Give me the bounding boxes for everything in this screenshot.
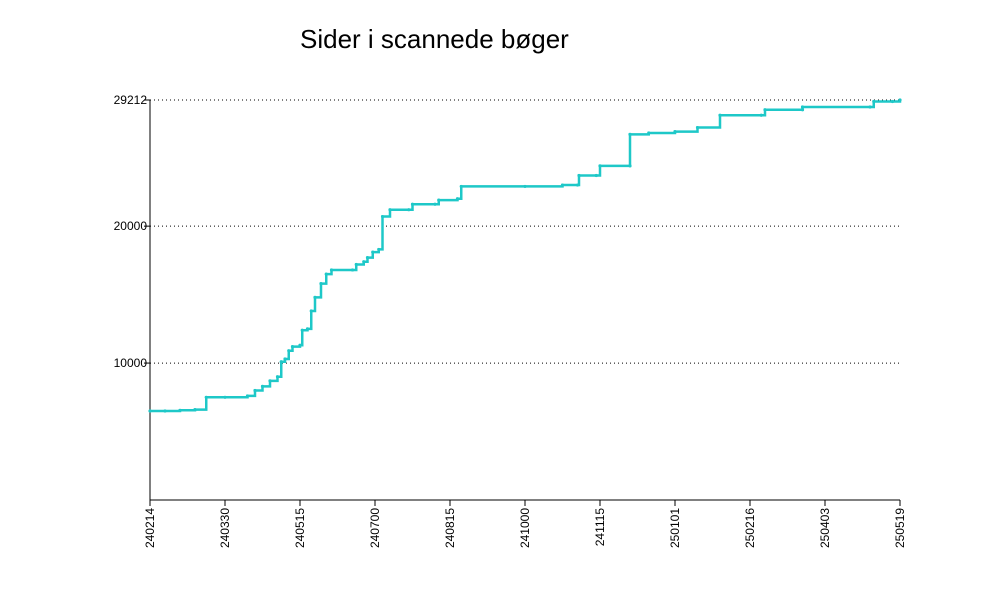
series-path xyxy=(150,100,902,413)
data-point xyxy=(800,108,805,112)
data-point xyxy=(647,131,651,135)
y-tick-labels: 10000 20000 29212 xyxy=(114,93,148,370)
data-point xyxy=(560,183,565,187)
y-tick-label: 10000 xyxy=(114,356,148,370)
data-point xyxy=(354,262,358,267)
data-point xyxy=(245,394,250,398)
gridlines xyxy=(150,99,900,364)
data-point xyxy=(178,408,182,412)
data-point xyxy=(380,214,385,219)
data-point xyxy=(455,197,460,201)
data-point xyxy=(759,113,763,117)
data-point xyxy=(279,360,283,364)
x-tick-labels: 240214 240330 240515 240700 240815 241000 2411… xyxy=(143,508,907,548)
data-point xyxy=(673,130,677,134)
data-point xyxy=(800,105,805,109)
data-point xyxy=(309,309,313,313)
data-point xyxy=(718,113,722,117)
data-point xyxy=(377,247,381,252)
x-tick-label: 240700 xyxy=(368,508,382,548)
series-line xyxy=(148,98,902,413)
data-point xyxy=(575,183,580,187)
data-point xyxy=(437,198,441,202)
data-point xyxy=(305,327,310,331)
data-point xyxy=(253,388,257,393)
data-point xyxy=(319,282,323,286)
data-point xyxy=(298,343,302,347)
x-tick-label: 240515 xyxy=(293,508,307,548)
data-point xyxy=(287,349,291,353)
data-point xyxy=(695,125,700,130)
data-point xyxy=(324,272,328,276)
data-point xyxy=(872,99,876,104)
data-point xyxy=(193,408,197,412)
x-tick-label: 240214 xyxy=(143,508,157,548)
x-tick-label: 240330 xyxy=(218,508,232,548)
data-point xyxy=(163,409,167,413)
data-point xyxy=(433,202,437,206)
x-tick-label: 250216 xyxy=(743,508,757,548)
x-tick-label: 250519 xyxy=(893,508,907,548)
data-point xyxy=(598,164,602,168)
data-point xyxy=(362,260,366,264)
data-point xyxy=(365,256,370,260)
data-point xyxy=(628,132,632,136)
data-point xyxy=(329,268,334,272)
data-point xyxy=(371,250,375,254)
data-point xyxy=(204,395,208,399)
x-tick-label: 241115 xyxy=(593,508,607,547)
axes xyxy=(144,99,901,506)
x-tick-label: 250403 xyxy=(818,508,832,548)
chart-title: Sider i scannede bøger xyxy=(300,24,569,54)
data-point xyxy=(260,384,265,388)
data-point xyxy=(594,173,598,178)
data-point xyxy=(763,108,767,112)
x-tick-label: 250101 xyxy=(668,508,682,548)
y-tick-label: 20000 xyxy=(114,219,148,233)
data-point xyxy=(223,395,227,399)
data-point xyxy=(148,409,152,413)
data-point xyxy=(350,268,355,272)
data-point xyxy=(628,164,632,168)
data-point xyxy=(275,375,280,379)
data-point xyxy=(388,208,392,212)
x-tick-label: 241000 xyxy=(518,508,532,548)
y-tick-label: 29212 xyxy=(114,93,148,107)
data-point xyxy=(300,328,304,332)
x-tick-label: 240815 xyxy=(443,508,457,548)
data-point xyxy=(313,295,317,299)
data-point xyxy=(268,379,272,383)
data-point xyxy=(283,357,287,361)
data-point xyxy=(577,173,581,178)
data-point xyxy=(290,345,295,349)
data-point xyxy=(407,208,411,212)
data-point xyxy=(898,98,902,102)
data-point xyxy=(890,99,895,104)
data-point xyxy=(410,202,415,206)
data-point xyxy=(868,105,872,109)
data-point xyxy=(459,184,463,189)
data-point xyxy=(523,184,527,189)
